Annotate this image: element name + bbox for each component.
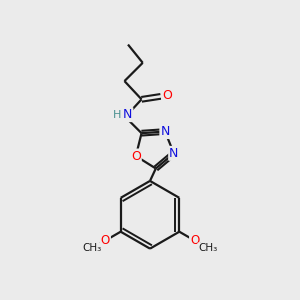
Text: O: O (162, 89, 172, 102)
Text: N: N (160, 125, 170, 138)
Text: O: O (101, 234, 110, 247)
Text: CH₃: CH₃ (82, 243, 102, 253)
Text: O: O (190, 234, 199, 247)
Text: CH₃: CH₃ (198, 243, 218, 253)
Text: N: N (169, 147, 178, 160)
Text: H: H (113, 110, 122, 120)
Text: O: O (131, 149, 141, 163)
Text: N: N (123, 108, 132, 121)
